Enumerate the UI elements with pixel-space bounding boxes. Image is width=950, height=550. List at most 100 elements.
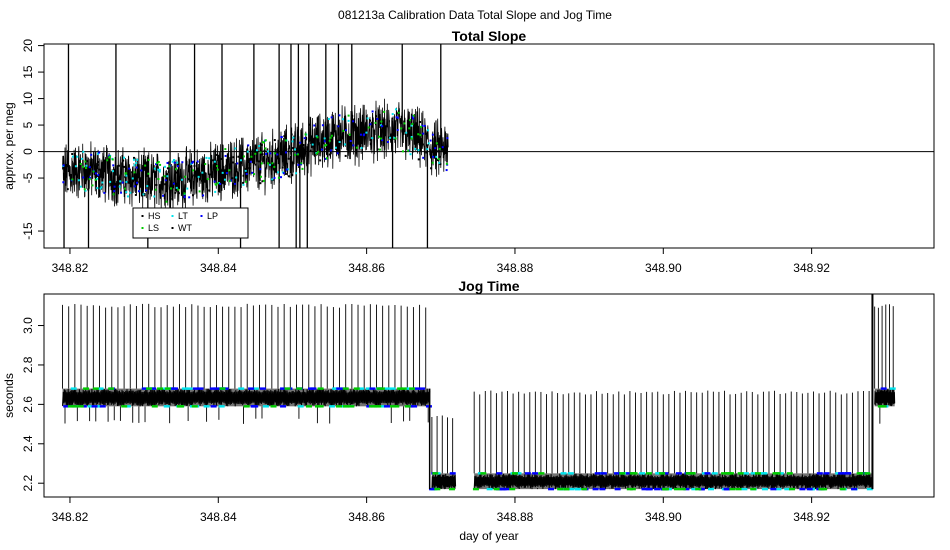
data-point bbox=[113, 185, 116, 188]
legend: HS LT LP LS WT bbox=[132, 207, 249, 239]
data-point bbox=[232, 161, 235, 164]
data-point bbox=[845, 472, 852, 475]
data-point bbox=[137, 190, 140, 193]
data-point bbox=[176, 171, 179, 174]
y-tick-label: -5 bbox=[21, 172, 35, 183]
data-point bbox=[133, 164, 136, 167]
data-point bbox=[383, 110, 386, 113]
data-point bbox=[169, 198, 172, 201]
data-point bbox=[143, 194, 146, 197]
data-point bbox=[317, 387, 324, 390]
data-point bbox=[626, 472, 633, 475]
data-point bbox=[97, 161, 100, 164]
data-point bbox=[263, 159, 266, 162]
data-point bbox=[277, 176, 280, 179]
data-point bbox=[316, 136, 319, 139]
data-point bbox=[136, 181, 139, 184]
data-point bbox=[259, 387, 266, 390]
data-point bbox=[353, 387, 360, 390]
data-point bbox=[263, 149, 266, 152]
data-point bbox=[106, 159, 109, 162]
data-point bbox=[409, 387, 416, 390]
y-tick-label: 5 bbox=[21, 121, 35, 128]
data-point bbox=[413, 387, 420, 390]
legend-marker bbox=[141, 227, 144, 229]
data-point bbox=[325, 143, 328, 146]
data-point bbox=[121, 181, 124, 184]
data-point bbox=[157, 178, 160, 181]
data-point bbox=[263, 141, 266, 144]
data-point bbox=[146, 387, 153, 390]
data-point bbox=[338, 140, 341, 143]
legend-marker bbox=[200, 215, 203, 217]
data-point bbox=[69, 173, 72, 176]
data-point bbox=[218, 182, 221, 185]
data-point bbox=[427, 129, 430, 132]
data-point bbox=[839, 487, 846, 491]
data-point bbox=[91, 405, 98, 408]
data-point bbox=[234, 147, 237, 150]
data-point bbox=[291, 140, 294, 143]
data-point bbox=[324, 157, 327, 160]
data-point bbox=[292, 147, 295, 150]
data-point bbox=[619, 472, 626, 475]
data-point bbox=[349, 139, 352, 142]
data-point bbox=[301, 167, 304, 170]
data-point bbox=[425, 132, 428, 135]
y-axis: -15 -5 0 5 10 15 20 bbox=[21, 39, 44, 240]
data-point bbox=[524, 472, 531, 475]
data-point bbox=[291, 173, 294, 176]
data-point bbox=[319, 159, 322, 162]
data-point bbox=[259, 168, 262, 171]
data-point bbox=[285, 168, 288, 171]
data-point bbox=[429, 139, 432, 142]
data-point bbox=[144, 164, 147, 167]
jog-band-fill bbox=[431, 473, 456, 490]
data-point bbox=[273, 165, 276, 168]
data-point bbox=[82, 176, 85, 179]
data-point bbox=[213, 387, 220, 390]
data-point bbox=[441, 146, 444, 149]
data-point bbox=[328, 153, 331, 156]
data-point bbox=[166, 161, 169, 164]
data-point bbox=[164, 387, 171, 390]
data-point bbox=[348, 405, 355, 408]
data-point bbox=[219, 182, 222, 185]
y-tick-label: 2.4 bbox=[21, 435, 35, 452]
data-point bbox=[266, 150, 269, 153]
data-point bbox=[250, 405, 257, 408]
data-point bbox=[117, 164, 120, 167]
data-point bbox=[320, 148, 323, 151]
data-point bbox=[784, 487, 791, 491]
data-point bbox=[325, 148, 328, 151]
data-point bbox=[91, 184, 94, 187]
data-point bbox=[304, 133, 307, 136]
data-point bbox=[330, 134, 333, 137]
data-point bbox=[213, 160, 216, 163]
data-point bbox=[280, 405, 287, 408]
data-point bbox=[296, 153, 299, 156]
data-point bbox=[376, 387, 383, 390]
data-point bbox=[239, 159, 242, 162]
data-point bbox=[208, 157, 211, 160]
data-point bbox=[71, 178, 74, 181]
x-tick-label: 348.84 bbox=[200, 510, 237, 524]
data-point bbox=[410, 137, 413, 140]
data-point bbox=[189, 165, 192, 168]
data-point bbox=[532, 472, 539, 475]
data-point bbox=[310, 387, 317, 390]
data-point bbox=[480, 472, 487, 475]
data-point bbox=[373, 130, 376, 133]
data-point bbox=[292, 136, 295, 139]
data-point bbox=[329, 149, 332, 152]
data-point bbox=[412, 117, 415, 120]
data-point bbox=[259, 182, 262, 185]
data-point bbox=[431, 161, 434, 164]
y-axis-label: approx. per meg bbox=[2, 102, 16, 189]
data-point bbox=[282, 172, 285, 175]
data-point bbox=[260, 143, 263, 146]
legend-label: HS bbox=[148, 211, 161, 221]
data-point bbox=[97, 387, 104, 390]
data-point bbox=[219, 170, 222, 173]
data-point bbox=[123, 165, 126, 168]
